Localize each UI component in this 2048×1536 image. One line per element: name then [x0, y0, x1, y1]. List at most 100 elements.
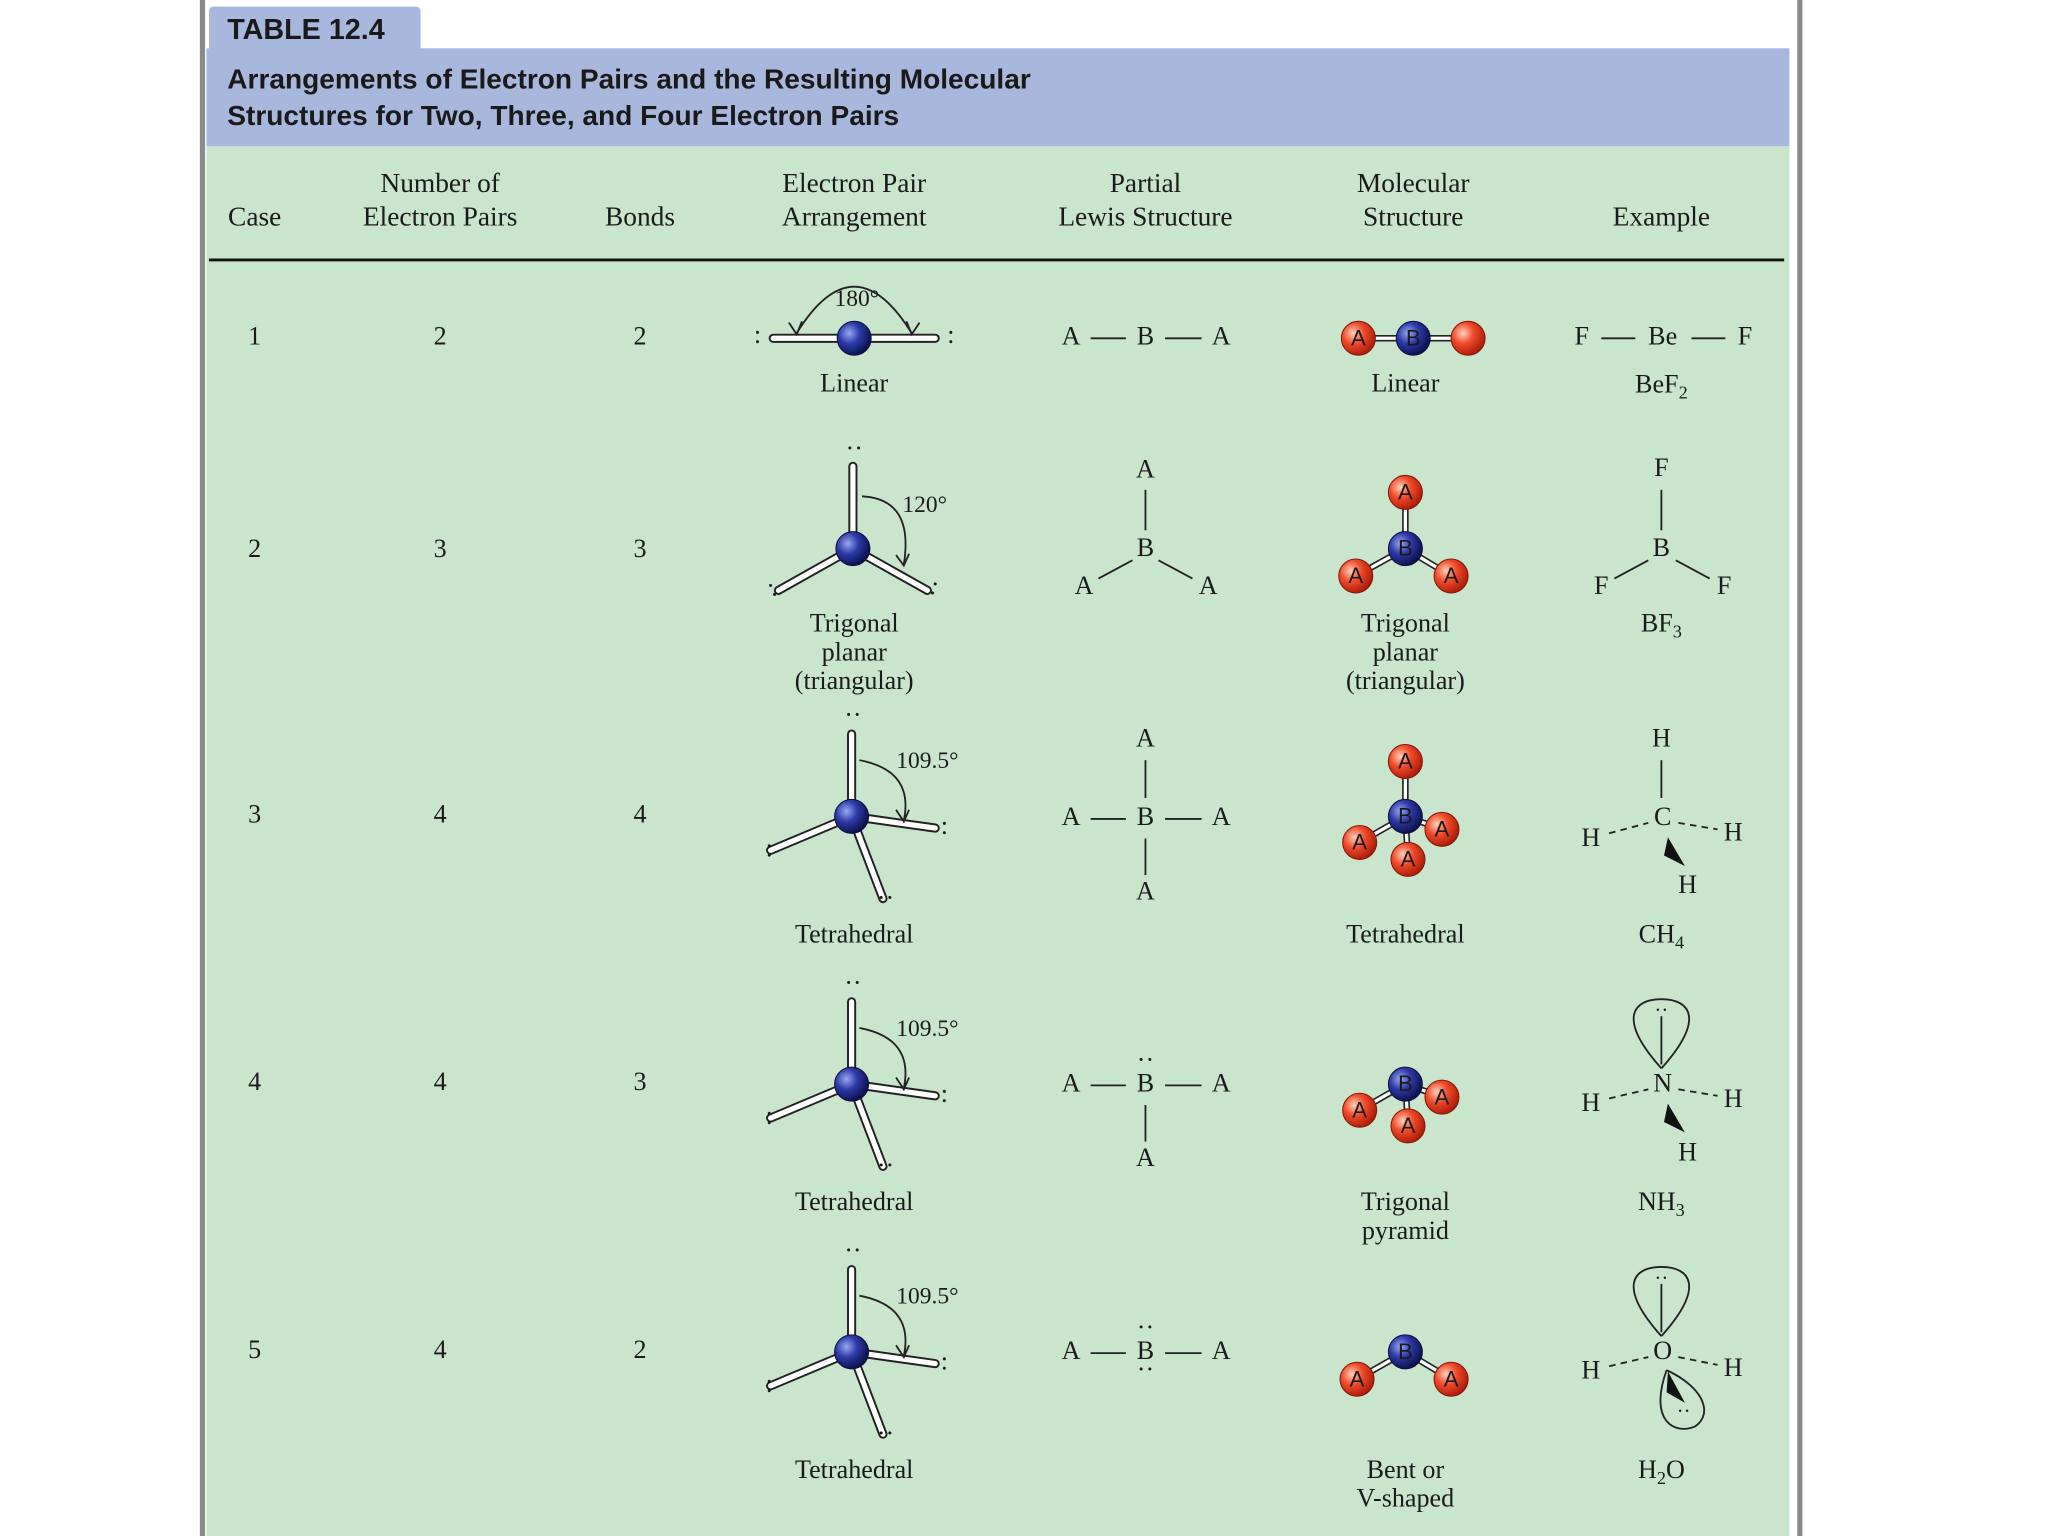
angle-arc [859, 1027, 907, 1089]
structure-name: pyramid [1362, 1216, 1449, 1245]
lone-pair: ·· [877, 1151, 894, 1180]
outer-atom [1387, 474, 1423, 510]
column-header: Example [1613, 202, 1710, 232]
bond [1675, 559, 1711, 580]
angle-arc [861, 495, 907, 565]
lone-pair: ·· [844, 968, 861, 997]
atom-label: B [1406, 325, 1421, 350]
title-band [206, 48, 1790, 147]
arrowhead [895, 1344, 910, 1359]
atom: H [1581, 823, 1600, 852]
formula-part: BeF [1635, 370, 1679, 399]
atom: A [1062, 802, 1081, 831]
lone-pair: : [754, 320, 761, 349]
formula-subscript: 2 [1657, 1468, 1666, 1488]
formula-part: O [1666, 1455, 1685, 1484]
atom: A [1212, 1336, 1231, 1365]
atom: H [1678, 1138, 1697, 1167]
outer-atom [1338, 558, 1374, 594]
atom-label: A [1435, 1084, 1450, 1109]
outer-atom [1342, 1092, 1378, 1128]
central-atom [1387, 1334, 1423, 1370]
atom: B [1137, 802, 1154, 831]
pair-count: 4 [434, 1067, 447, 1096]
atom: H [1581, 1088, 1600, 1117]
column-header: Partial [1110, 168, 1182, 198]
formula-part: NH [1638, 1187, 1676, 1216]
atom: A [1212, 1068, 1231, 1097]
lone-pair: ·· [844, 700, 861, 729]
pair-count: 3 [434, 534, 447, 563]
structure-name: Linear [1371, 368, 1439, 397]
atom: A [1136, 724, 1155, 753]
atom-label: A [1398, 749, 1413, 774]
column-header: Bonds [605, 202, 675, 232]
column-header: Electron Pair [782, 168, 926, 198]
bond-angle: 109.5° [896, 1016, 958, 1042]
central-atom [835, 531, 871, 567]
case: 5 [248, 1335, 261, 1364]
outer-atom [1340, 320, 1376, 356]
atom-label: A [1352, 1097, 1367, 1122]
bond-angle: 180° [834, 286, 879, 312]
atom-label: B [1398, 536, 1413, 561]
formula-part: BF [1641, 609, 1673, 638]
column-header: Number of [380, 168, 500, 198]
case: 3 [248, 799, 261, 828]
atom: B [1653, 533, 1670, 562]
outer-atom [1424, 1079, 1460, 1115]
central-atom [1387, 798, 1423, 834]
atom-label: A [1401, 1113, 1416, 1138]
arrangement-name: Linear [820, 368, 888, 397]
arrowhead [895, 809, 910, 824]
table-tag: TABLE 12.4 [227, 14, 384, 46]
lone-pair: ·· [844, 1236, 861, 1265]
arrangement-name: (triangular) [795, 666, 914, 695]
atom: B [1137, 1068, 1154, 1097]
outer-atom [1433, 558, 1469, 594]
lone-pair: : [941, 1347, 948, 1376]
bond-count: 4 [633, 799, 646, 828]
bond-count: 3 [633, 1067, 646, 1096]
structure-name: Bent or [1367, 1455, 1445, 1484]
central-atom [1387, 531, 1423, 567]
formula: CH4 [1639, 919, 1684, 952]
atom: A [1136, 876, 1155, 905]
lone-pair-lobe [1659, 1369, 1706, 1430]
central-atom [834, 1066, 870, 1102]
table-body [206, 146, 1790, 1536]
lone-pair: : [766, 1101, 773, 1130]
lone-pair: · [770, 580, 779, 609]
column-header: Case [228, 202, 281, 232]
atom: H [1724, 1353, 1743, 1382]
structure-name: (triangular) [1346, 666, 1465, 695]
central-atom [1395, 320, 1431, 356]
lone-pair: : [766, 833, 773, 862]
column-header: Structure [1363, 202, 1463, 232]
formula: H2O [1638, 1455, 1685, 1488]
atom-label: A [1352, 830, 1367, 855]
atom: C [1654, 802, 1671, 831]
atom: H [1678, 870, 1697, 899]
case: 4 [248, 1067, 261, 1096]
central-atom [1387, 1066, 1423, 1102]
atom-label: A [1401, 847, 1416, 872]
atom: Be [1648, 321, 1677, 350]
atom: F [1574, 321, 1589, 350]
arrowhead [895, 1077, 910, 1092]
structure-name: planar [1373, 637, 1439, 666]
bond [1158, 559, 1193, 580]
formula-part: H [1638, 1455, 1657, 1484]
outer-atom [1342, 824, 1378, 860]
atom: H [1652, 724, 1671, 753]
central-atom [834, 798, 870, 834]
wedge-bond [1666, 1371, 1685, 1403]
arrangement-name: Tetrahedral [795, 1455, 914, 1484]
formula-subscript: 2 [1679, 383, 1688, 403]
atom-label: A [1444, 563, 1459, 588]
arrangement-name: Tetrahedral [795, 1187, 914, 1216]
atom-label: A [1351, 325, 1366, 350]
column-header: Lewis Structure [1058, 202, 1232, 232]
